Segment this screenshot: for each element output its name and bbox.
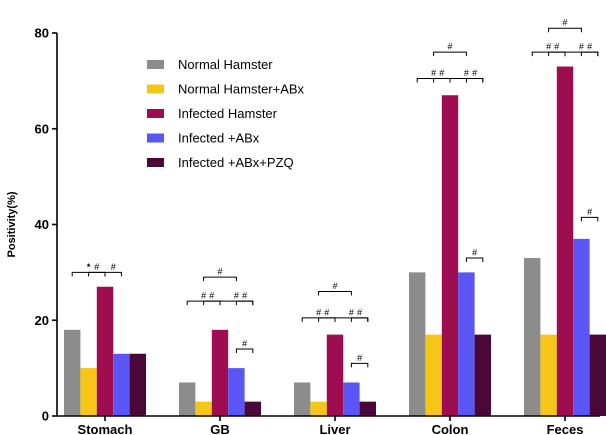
x-tick-label-feces: Feces bbox=[547, 422, 584, 435]
significance-label-25: # bbox=[587, 42, 592, 52]
significance-bracket-15 bbox=[433, 51, 467, 57]
legend-swatch-3 bbox=[147, 133, 164, 143]
bar-liver-series-3 bbox=[343, 382, 360, 416]
significance-bracket-3 bbox=[203, 276, 237, 282]
significance-bracket-17 bbox=[433, 77, 451, 83]
bar-feces-series-3 bbox=[573, 238, 590, 416]
significance-label-18: # bbox=[464, 68, 469, 78]
significance-label-13: # bbox=[357, 307, 362, 317]
bar-stomach-series-3 bbox=[113, 353, 130, 416]
bar-colon-series-3 bbox=[458, 272, 475, 416]
significance-bracket-26 bbox=[580, 216, 599, 222]
bar-gb-series-2 bbox=[211, 329, 229, 416]
significance-label-10: # bbox=[316, 307, 321, 317]
bar-gb-series-4 bbox=[244, 401, 261, 416]
significance-bracket-11 bbox=[318, 317, 336, 322]
significance-label-15: # bbox=[447, 42, 452, 52]
y-axis-title: Positivity(%) bbox=[6, 191, 18, 257]
y-tick-label-20: 20 bbox=[35, 313, 49, 328]
significance-bracket-1 bbox=[88, 271, 106, 277]
y-tick-label-80: 80 bbox=[35, 26, 49, 41]
significance-label-24: # bbox=[579, 42, 584, 52]
significance-bracket-14 bbox=[350, 362, 369, 368]
legend-swatch-4 bbox=[147, 158, 164, 167]
significance-label-11: # bbox=[324, 307, 329, 317]
bar-liver-series-1 bbox=[310, 401, 327, 416]
bar-liver-series-4 bbox=[359, 401, 376, 416]
significance-label-19: # bbox=[472, 68, 477, 78]
significance-label-14: # bbox=[357, 353, 362, 363]
legend-label-0: Normal Hamster bbox=[178, 57, 273, 72]
significance-bracket-20 bbox=[465, 257, 484, 263]
x-tick-label-liver: Liver bbox=[319, 422, 350, 435]
significance-label-21: # bbox=[562, 18, 567, 28]
significance-label-7: # bbox=[242, 291, 247, 301]
significance-bracket-8 bbox=[235, 348, 254, 353]
y-tick-label-0: 0 bbox=[42, 409, 49, 424]
bar-feces-series-2 bbox=[556, 66, 574, 416]
significance-label-2: # bbox=[111, 262, 116, 272]
significance-label-8: # bbox=[242, 338, 247, 348]
significance-bracket-21 bbox=[548, 27, 582, 33]
plot-layer bbox=[64, 66, 606, 417]
legend-label-4: Infected +ABx+PZQ bbox=[178, 155, 294, 170]
x-tick-label-gb: GB bbox=[210, 422, 230, 435]
legend-label-3: Infected +ABx bbox=[178, 131, 260, 146]
bar-gb-series-1 bbox=[195, 401, 212, 416]
legend-label-2: Infected Hamster bbox=[178, 106, 278, 121]
legend-swatch-2 bbox=[147, 109, 164, 118]
bar-stomach-series-2 bbox=[96, 286, 114, 416]
significance-bracket-5 bbox=[203, 300, 221, 306]
y-tick-label-60: 60 bbox=[35, 121, 49, 136]
legend-swatch-0 bbox=[147, 60, 164, 69]
x-tick-label-stomach: Stomach bbox=[78, 422, 133, 435]
significance-label-3: # bbox=[217, 267, 222, 277]
bar-colon-series-1 bbox=[425, 334, 442, 416]
bar-stomach-series-1 bbox=[80, 368, 97, 416]
significance-label-0: * bbox=[87, 262, 91, 272]
bar-liver-series-0 bbox=[294, 382, 311, 416]
bar-feces-series-1 bbox=[540, 334, 557, 416]
bar-colon-series-0 bbox=[409, 272, 426, 416]
significance-label-12: # bbox=[349, 307, 354, 317]
significance-label-17: # bbox=[439, 68, 444, 78]
bar-stomach-series-4 bbox=[129, 353, 146, 416]
significance-label-22: # bbox=[546, 42, 551, 52]
significance-bracket-25 bbox=[580, 51, 599, 57]
significance-bracket-19 bbox=[465, 77, 484, 83]
significance-label-9: # bbox=[332, 281, 337, 291]
bar-liver-series-2 bbox=[326, 334, 344, 416]
legend: Normal Hamster Normal Hamster+ABx Infected… bbox=[147, 57, 305, 170]
significance-label-23: # bbox=[554, 42, 559, 52]
significance-label-4: # bbox=[201, 291, 206, 301]
significance-bracket-2 bbox=[104, 271, 122, 277]
bar-feces-series-4 bbox=[589, 334, 606, 416]
bar-stomach-series-0 bbox=[64, 329, 81, 416]
significance-label-16: # bbox=[431, 68, 436, 78]
significance-label-20: # bbox=[472, 248, 477, 258]
legend-label-1: Normal Hamster+ABx bbox=[178, 82, 305, 97]
significance-label-5: # bbox=[209, 291, 214, 301]
bar-gb-series-0 bbox=[179, 382, 196, 416]
significance-label-6: # bbox=[234, 291, 239, 301]
significance-layer: * # # ## # # #### # # #### # # #### # # ## bbox=[71, 18, 599, 368]
significance-bracket-13 bbox=[350, 317, 369, 322]
bar-gb-series-3 bbox=[228, 368, 245, 416]
axes-layer: 0 20 40 60 80 Stomach GB Liver Colon Feces bbox=[35, 26, 600, 435]
y-tick-label-40: 40 bbox=[35, 217, 49, 232]
legend-swatch-1 bbox=[147, 84, 164, 94]
significance-bracket-9 bbox=[318, 291, 352, 296]
significance-bracket-7 bbox=[235, 300, 254, 306]
significance-label-26: # bbox=[587, 207, 592, 217]
significance-bracket-23 bbox=[548, 51, 566, 57]
x-tick-label-colon: Colon bbox=[432, 422, 469, 435]
bar-feces-series-0 bbox=[524, 258, 541, 416]
bar-colon-series-4 bbox=[474, 334, 491, 416]
significance-label-1: # bbox=[94, 262, 99, 272]
bar-colon-series-2 bbox=[441, 95, 459, 417]
